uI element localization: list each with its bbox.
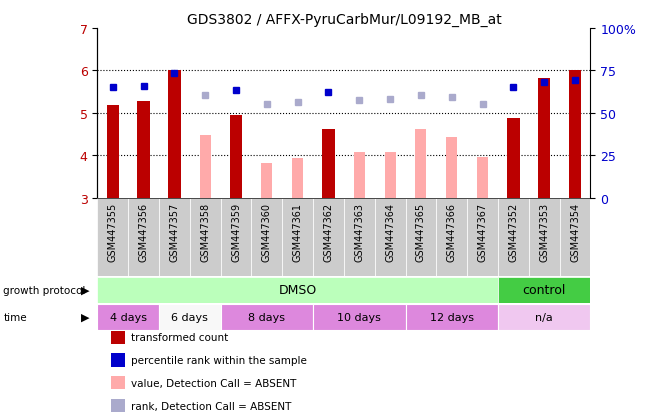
- Text: GSM447356: GSM447356: [138, 202, 148, 261]
- Bar: [97, 277, 498, 303]
- Text: 6 days: 6 days: [171, 312, 208, 322]
- Bar: [221, 304, 313, 330]
- Bar: [221, 198, 252, 277]
- Bar: [498, 277, 590, 303]
- Text: GSM447352: GSM447352: [509, 202, 519, 261]
- Bar: [313, 304, 405, 330]
- Text: 8 days: 8 days: [248, 312, 285, 322]
- Bar: [374, 198, 405, 277]
- Bar: [107, 106, 119, 198]
- Bar: [292, 159, 303, 198]
- Text: GSM447367: GSM447367: [478, 202, 488, 261]
- Bar: [313, 198, 344, 277]
- Text: control: control: [523, 284, 566, 297]
- Bar: [344, 198, 374, 277]
- Bar: [97, 198, 128, 277]
- Bar: [159, 198, 190, 277]
- Bar: [415, 130, 427, 198]
- Bar: [322, 130, 335, 198]
- Text: time: time: [3, 312, 27, 322]
- Text: GSM447353: GSM447353: [539, 202, 550, 261]
- Bar: [498, 304, 590, 330]
- Text: transformed count: transformed count: [131, 332, 228, 342]
- Text: 12 days: 12 days: [429, 312, 474, 322]
- Bar: [282, 198, 313, 277]
- Bar: [190, 198, 221, 277]
- Bar: [97, 304, 159, 330]
- Text: 4 days: 4 days: [109, 312, 147, 322]
- Bar: [477, 158, 488, 198]
- Bar: [261, 164, 272, 198]
- Bar: [200, 136, 211, 198]
- Text: GSM447363: GSM447363: [354, 202, 364, 261]
- Text: 10 days: 10 days: [338, 312, 381, 322]
- Text: rank, Detection Call = ABSENT: rank, Detection Call = ABSENT: [131, 401, 291, 411]
- Text: GSM447358: GSM447358: [200, 202, 210, 261]
- Bar: [128, 198, 159, 277]
- Text: GSM447361: GSM447361: [293, 202, 303, 261]
- Text: GSM447355: GSM447355: [108, 202, 117, 261]
- Bar: [529, 198, 560, 277]
- Text: n/a: n/a: [535, 312, 553, 322]
- Text: value, Detection Call = ABSENT: value, Detection Call = ABSENT: [131, 378, 296, 388]
- Text: GSM447365: GSM447365: [416, 202, 426, 261]
- Bar: [230, 116, 242, 198]
- Bar: [569, 70, 581, 198]
- Text: GSM447366: GSM447366: [447, 202, 457, 261]
- Bar: [354, 153, 365, 198]
- Bar: [498, 198, 529, 277]
- Bar: [467, 198, 498, 277]
- Bar: [436, 198, 467, 277]
- Bar: [138, 102, 150, 198]
- Bar: [405, 304, 498, 330]
- Text: ▶: ▶: [81, 285, 89, 295]
- Text: GSM447364: GSM447364: [385, 202, 395, 261]
- Text: GSM447357: GSM447357: [169, 202, 179, 261]
- Text: DMSO: DMSO: [278, 284, 317, 297]
- Bar: [252, 198, 282, 277]
- Text: GSM447354: GSM447354: [570, 202, 580, 261]
- Bar: [560, 198, 590, 277]
- Bar: [405, 198, 436, 277]
- Bar: [159, 304, 221, 330]
- Title: GDS3802 / AFFX-PyruCarbMur/L09192_MB_at: GDS3802 / AFFX-PyruCarbMur/L09192_MB_at: [187, 12, 501, 26]
- Bar: [168, 71, 180, 198]
- Text: GSM447362: GSM447362: [323, 202, 333, 261]
- Bar: [446, 138, 458, 198]
- Bar: [507, 119, 519, 198]
- Text: percentile rank within the sample: percentile rank within the sample: [131, 355, 307, 365]
- Bar: [538, 78, 550, 198]
- Text: GSM447360: GSM447360: [262, 202, 272, 261]
- Text: ▶: ▶: [81, 312, 89, 322]
- Text: growth protocol: growth protocol: [3, 285, 86, 295]
- Bar: [384, 152, 396, 198]
- Text: GSM447359: GSM447359: [231, 202, 241, 261]
